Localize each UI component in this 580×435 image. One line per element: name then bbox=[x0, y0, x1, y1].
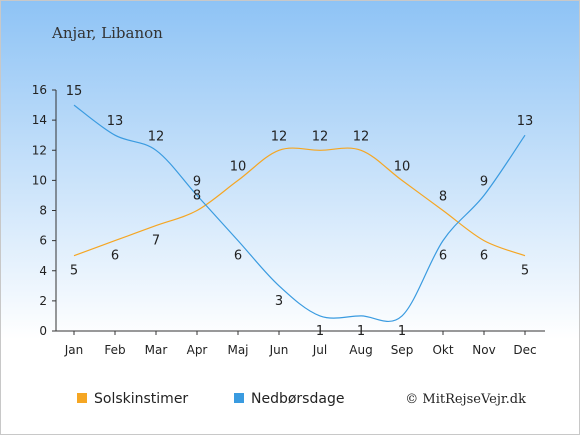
legend: Solskinstimer Nedbørsdage bbox=[77, 391, 344, 407]
sunshine-data-label: 8 bbox=[193, 188, 201, 203]
sunshine-data-label: 10 bbox=[394, 159, 411, 174]
rain-data-label: 6 bbox=[234, 249, 242, 264]
rain-data-label: 15 bbox=[66, 84, 83, 99]
sunshine-data-label: 5 bbox=[521, 264, 529, 279]
y-tick-label: 6 bbox=[39, 234, 47, 248]
y-tick-label: 2 bbox=[39, 294, 47, 308]
sunshine-data-label: 6 bbox=[480, 249, 488, 264]
y-tick-label: 12 bbox=[32, 143, 47, 157]
sunshine-data-label: 6 bbox=[111, 249, 119, 264]
legend-swatch-nedborsdage bbox=[234, 393, 244, 403]
x-tick-label: Mar bbox=[145, 343, 168, 357]
x-tick-label: Jan bbox=[64, 343, 84, 357]
sunshine-data-label: 8 bbox=[439, 190, 447, 205]
rain-data-label: 1 bbox=[316, 324, 324, 339]
x-tick-label: Sep bbox=[391, 343, 414, 357]
y-tick-label: 4 bbox=[39, 264, 47, 278]
sunshine-data-label: 12 bbox=[353, 129, 370, 144]
rain-data-label: 1 bbox=[398, 324, 406, 339]
y-tick-label: 0 bbox=[39, 324, 47, 338]
rain-data-label: 6 bbox=[439, 249, 447, 264]
place-title: Anjar, Libanon bbox=[51, 24, 163, 42]
x-tick-label: Aug bbox=[349, 343, 372, 357]
legend-swatch-solskinstimer bbox=[77, 393, 87, 403]
sunshine-data-label: 12 bbox=[312, 129, 329, 144]
y-tick-label: 14 bbox=[32, 113, 47, 127]
sunshine-data-label: 10 bbox=[230, 159, 247, 174]
sunshine-data-label: 5 bbox=[70, 264, 78, 279]
x-tick-label: Dec bbox=[513, 343, 536, 357]
rain-data-label: 12 bbox=[148, 129, 165, 144]
rain-data-label: 13 bbox=[517, 114, 534, 129]
x-tick-label: Maj bbox=[227, 343, 248, 357]
sunshine-data-label: 12 bbox=[271, 129, 288, 144]
credit-text: © MitRejseVejr.dk bbox=[405, 392, 526, 407]
x-tick-label: Jul bbox=[312, 343, 327, 357]
rain-data-label: 1 bbox=[357, 324, 365, 339]
legend-label-nedborsdage: Nedbørsdage bbox=[251, 391, 344, 407]
y-tick-label: 10 bbox=[32, 173, 47, 187]
x-tick-label: Feb bbox=[104, 343, 125, 357]
x-tick-label: Nov bbox=[472, 343, 495, 357]
x-tick-label: Okt bbox=[432, 343, 453, 357]
rain-data-label: 9 bbox=[480, 174, 488, 189]
legend-label-solskinstimer: Solskinstimer bbox=[94, 391, 188, 407]
x-tick-label: Apr bbox=[187, 343, 208, 357]
rain-data-label: 13 bbox=[107, 114, 124, 129]
y-tick-label: 16 bbox=[32, 83, 47, 97]
sunshine-data-label: 7 bbox=[152, 234, 160, 249]
rain-data-label: 9 bbox=[193, 174, 201, 189]
series-lines bbox=[73, 104, 526, 322]
rain-line bbox=[73, 104, 526, 322]
rain-data-label: 3 bbox=[275, 294, 283, 309]
x-tick-label: Jun bbox=[269, 343, 289, 357]
sunshine-line bbox=[73, 147, 526, 257]
y-tick-label: 8 bbox=[39, 204, 47, 218]
